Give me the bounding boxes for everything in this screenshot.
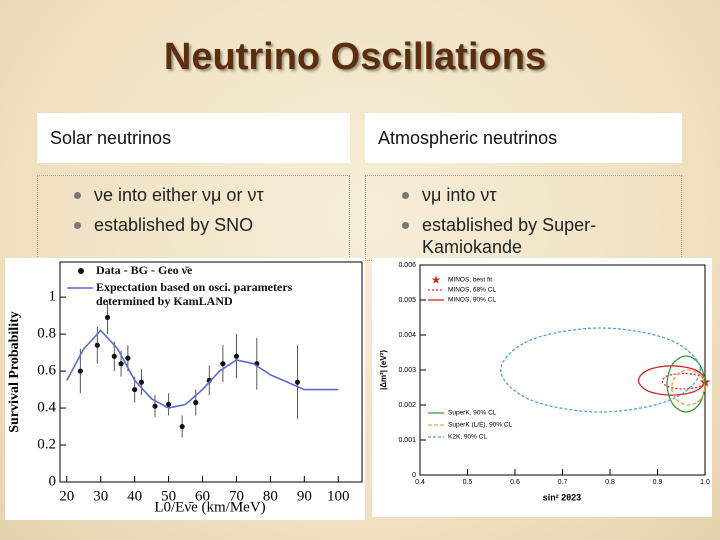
column-heading: Atmospheric neutrinos <box>365 113 682 163</box>
data-point <box>77 368 83 374</box>
data-point <box>118 361 124 367</box>
chart: 0.4 0.5 0.6 0.7 0.8 0.9 1.0 0 0.001 0.002 0.003 0.0… <box>372 258 712 517</box>
y-tick-label: 0.006 <box>398 262 416 269</box>
legend-entry: MINOS, 90% CL <box>448 297 496 304</box>
y-tick-label: 0.004 <box>398 332 416 339</box>
plot-frame <box>59 261 363 483</box>
x-tick-label: 0.6 <box>510 479 520 486</box>
legend-entry: SuperK (L/E), 90% CL <box>448 422 513 429</box>
bullet: νe into either νμ or ντ <box>38 184 349 206</box>
y-tick-label: 0.003 <box>398 367 416 374</box>
y-tick-label: 0.001 <box>398 437 416 444</box>
x-tick-label: 0.8 <box>605 479 615 486</box>
contour <box>661 372 705 390</box>
x-tick-label: 30 <box>93 488 108 504</box>
y-tick-label: 0.6 <box>37 363 56 379</box>
x-axis-label: sin² 2θ23 <box>543 492 581 502</box>
contour <box>637 365 705 396</box>
y-tick-label: 0.005 <box>398 297 416 304</box>
x-tick-label: 40 <box>127 488 142 504</box>
contour <box>500 327 701 413</box>
slide-title: Neutrino Oscillations <box>163 36 547 78</box>
y-tick-label: 1 <box>49 289 57 305</box>
data-point <box>220 361 226 367</box>
legend-entry: Expectation based on osci. parameters de… <box>96 280 293 308</box>
data-point <box>233 353 240 359</box>
data-point <box>193 399 199 406</box>
legend-marker <box>78 268 84 274</box>
y-tick-label: 0 <box>49 473 57 489</box>
y-tick-label: 0.4 <box>37 399 56 415</box>
legend-entry: K2K, 90% CL <box>448 434 487 441</box>
x-tick-label: 0.5 <box>463 479 473 486</box>
x-tick-label: 90 <box>297 488 312 504</box>
x-tick-label: 0.9 <box>653 479 663 486</box>
y-tick-label: 0 <box>412 472 416 479</box>
x-tick-label: 50 <box>161 488 176 504</box>
data-point <box>179 423 185 430</box>
y-axis-label: Survival Probability <box>7 311 22 432</box>
data-point <box>132 386 138 393</box>
x-tick-label: 60 <box>195 488 210 504</box>
x-tick-label: 0.4 <box>415 479 425 486</box>
x-tick-label: 80 <box>263 488 278 504</box>
legend-entry: MINOS, best fit <box>448 277 492 284</box>
legend-marker <box>431 275 441 284</box>
expectation-line <box>66 329 339 409</box>
data-point <box>94 342 100 348</box>
y-axis-label: |Δm²| (eV²) <box>379 350 388 390</box>
legend-entry: Data - BG - Geo ν̄e <box>96 263 193 277</box>
data-point <box>138 379 145 385</box>
legend-entry: SuperK, 90% CL <box>448 410 497 417</box>
y-tick-label: 0.2 <box>37 436 56 452</box>
contour <box>666 355 705 413</box>
y-tick-label: 0.002 <box>398 402 416 409</box>
x-tick-label: 100 <box>327 488 350 504</box>
x-tick-label: 1.0 <box>700 479 710 486</box>
data-point <box>104 314 111 321</box>
bullet: established by SNO <box>38 214 349 236</box>
y-tick-label: 0.8 <box>37 326 56 342</box>
data-point <box>111 353 117 359</box>
x-tick-label: 70 <box>229 488 244 504</box>
data-point <box>152 403 158 409</box>
bullet-list: νe into either νμ or ντ established by S… <box>37 175 350 261</box>
column-heading: Solar neutrinos <box>37 113 350 163</box>
legend-entry: MINOS, 68% CL <box>448 287 496 294</box>
chart: 20 30 40 50 60 70 80 90 100 0 0.2 0.4 0.6 0.8 1 L0/Eν̄e… <box>5 258 365 520</box>
bullet-list: νμ into ντ established by Super-Kamiokan… <box>365 175 682 261</box>
bullet: established by Super-Kamiokande <box>366 214 681 258</box>
x-tick-label: 0.7 <box>558 479 568 486</box>
x-axis-label: L0/Eν̄e (km/MeV) <box>154 499 265 515</box>
data-point <box>294 379 301 385</box>
bullet: νμ into ντ <box>366 184 681 206</box>
x-tick-label: 20 <box>59 488 74 504</box>
data-point <box>165 401 172 407</box>
data-point <box>125 355 131 361</box>
